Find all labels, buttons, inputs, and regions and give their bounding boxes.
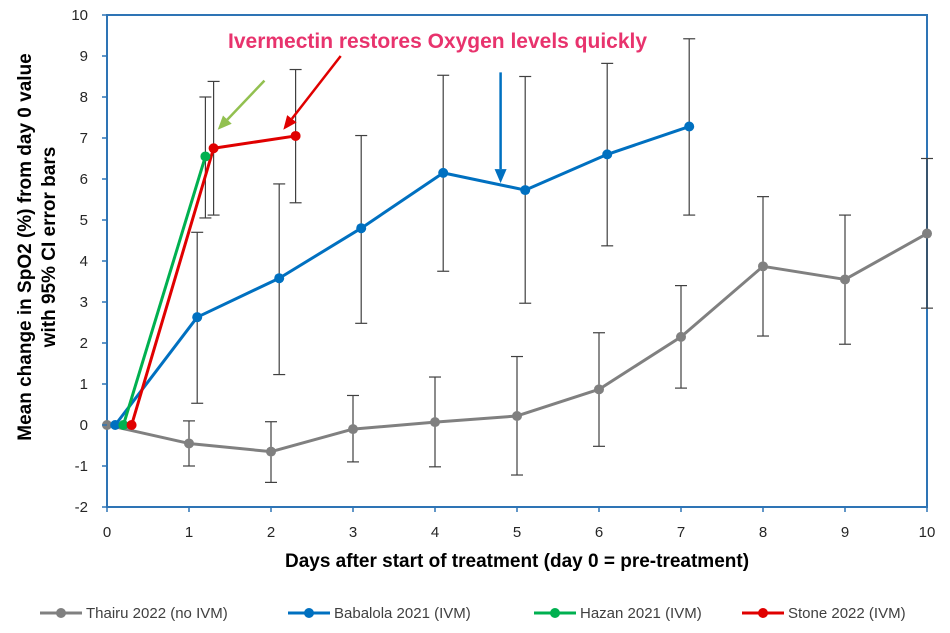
x-tick-label: 8 — [759, 524, 767, 541]
y-axis-title-line-2: with 95% CI error bars — [39, 147, 60, 349]
x-tick-label: 4 — [431, 524, 439, 541]
y-tick-label: -1 — [75, 458, 88, 475]
data-point-stone-2022-ivm — [126, 420, 137, 430]
blue-arrow — [494, 72, 507, 184]
legend-marker — [550, 608, 560, 618]
red-arrow — [283, 55, 342, 130]
legend: Thairu 2022 (no IVM) Babalola 2021 (IVM) H… — [40, 605, 906, 622]
x-tick-label: 1 — [185, 524, 193, 541]
y-tick-label: 4 — [80, 253, 88, 270]
green-arrow — [217, 79, 266, 130]
data-point-babalola-2021-ivm — [356, 223, 367, 234]
y-tick-label: -2 — [75, 499, 88, 516]
legend-label: Stone 2022 (IVM) — [788, 605, 906, 622]
annotation-arrows — [217, 55, 507, 184]
data-point-hazan-2021-ivm — [118, 420, 129, 430]
data-point-babalola-2021-ivm — [274, 273, 285, 284]
x-tick-label: 9 — [841, 524, 849, 541]
legend-label: Babalola 2021 (IVM) — [334, 605, 471, 622]
data-point-babalola-2021-ivm — [438, 167, 449, 178]
y-axis-ticks: -2 -1 0 1 2 3 4 5 6 7 8 9 10 — [71, 7, 107, 516]
data-point-babalola-2021-ivm — [602, 149, 613, 160]
series-points — [102, 121, 932, 457]
legend-item-hazan-2021-ivm: Hazan 2021 (IVM) — [534, 605, 702, 622]
error-bars — [183, 38, 933, 483]
series-line-hazan-2021-ivm — [121, 156, 207, 426]
data-point-babalola-2021-ivm — [684, 121, 695, 132]
data-point-thairu-2022-no-ivm — [840, 274, 850, 285]
annotation-text: Ivermectin restores Oxygen levels quickl… — [228, 30, 647, 53]
data-point-thairu-2022-no-ivm — [266, 446, 276, 457]
legend-item-stone-2022-ivm: Stone 2022 (IVM) — [742, 605, 906, 622]
series-line-babalola-2021-ivm — [114, 125, 690, 426]
data-point-thairu-2022-no-ivm — [758, 261, 768, 272]
x-tick-label: 10 — [919, 524, 936, 541]
legend-item-thairu-2022-no-ivm: Thairu 2022 (no IVM) — [40, 605, 228, 622]
y-tick-label: 8 — [80, 89, 88, 106]
data-point-babalola-2021-ivm — [192, 312, 203, 323]
legend-marker — [758, 608, 768, 618]
x-tick-label: 5 — [513, 524, 521, 541]
x-tick-label: 7 — [677, 524, 685, 541]
arrow-shaft — [226, 79, 266, 121]
legend-item-babalola-2021-ivm: Babalola 2021 (IVM) — [288, 605, 471, 622]
legend-marker — [304, 608, 314, 618]
data-point-thairu-2022-no-ivm — [594, 384, 604, 395]
x-axis-ticks: 0 1 2 3 4 5 6 7 8 9 10 — [103, 507, 936, 541]
data-point-stone-2022-ivm — [208, 143, 219, 154]
y-axis-title-line-1: Mean change in SpO2 (%) from day 0 value — [15, 53, 36, 441]
y-tick-label: 3 — [80, 294, 88, 311]
y-tick-label: 10 — [71, 7, 88, 24]
y-tick-label: 6 — [80, 171, 88, 188]
arrow-head — [217, 115, 232, 130]
data-point-thairu-2022-no-ivm — [430, 417, 440, 428]
x-axis-title: Days after start of treatment (day 0 = p… — [285, 551, 749, 572]
x-tick-label: 2 — [267, 524, 275, 541]
legend-label: Thairu 2022 (no IVM) — [86, 605, 228, 622]
x-tick-label: 0 — [103, 524, 111, 541]
legend-label: Hazan 2021 (IVM) — [580, 605, 702, 622]
data-point-hazan-2021-ivm — [200, 151, 211, 162]
data-point-stone-2022-ivm — [290, 130, 301, 141]
y-tick-label: 1 — [80, 376, 88, 393]
y-tick-label: 5 — [80, 212, 88, 229]
y-tick-label: 7 — [80, 130, 88, 147]
data-point-thairu-2022-no-ivm — [676, 331, 686, 342]
y-tick-label: 0 — [80, 417, 88, 434]
legend-marker — [56, 608, 66, 618]
data-point-babalola-2021-ivm — [110, 420, 121, 430]
data-point-thairu-2022-no-ivm — [512, 410, 522, 421]
x-tick-label: 6 — [595, 524, 603, 541]
y-tick-label: 2 — [80, 335, 88, 352]
data-point-babalola-2021-ivm — [520, 185, 531, 196]
data-point-thairu-2022-no-ivm — [922, 228, 932, 239]
data-point-thairu-2022-no-ivm — [184, 438, 194, 449]
arrow-shaft — [290, 55, 342, 120]
x-tick-label: 3 — [349, 524, 357, 541]
data-point-thairu-2022-no-ivm — [348, 424, 358, 435]
arrow-head — [494, 169, 507, 184]
y-tick-label: 9 — [80, 48, 88, 65]
arrow-head — [283, 115, 297, 130]
